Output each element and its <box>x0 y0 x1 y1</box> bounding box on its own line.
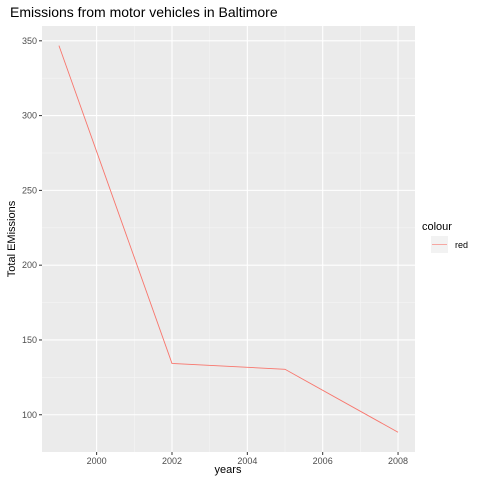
series-layer <box>58 45 399 433</box>
x-tick-label: 2000 <box>87 456 107 466</box>
plot-panel <box>42 26 415 452</box>
y-tick-label: 150 <box>22 335 37 345</box>
x-axis-title: years <box>215 464 242 476</box>
y-tick-label: 200 <box>22 260 37 270</box>
x-tick-label: 2008 <box>388 456 408 466</box>
legend-label-red: red <box>455 240 468 250</box>
legend: colour red <box>422 221 468 253</box>
y-tick-label: 300 <box>22 111 37 121</box>
y-axis: 100 150 200 250 300 350 <box>22 36 42 420</box>
y-tick-label: 250 <box>22 185 37 195</box>
x-tick-label: 2002 <box>162 456 182 466</box>
series-line-red <box>58 45 399 433</box>
y-axis-title: Total EMissions <box>6 200 18 277</box>
minor-gridlines <box>42 26 415 452</box>
y-tick-label: 100 <box>22 410 37 420</box>
chart-title: Emissions from motor vehicles in Baltimo… <box>10 4 278 20</box>
x-tick-label: 2006 <box>313 456 333 466</box>
x-axis: 2000 2002 2004 2006 2008 <box>87 452 408 466</box>
legend-title: colour <box>422 221 452 233</box>
x-tick-label: 2004 <box>237 456 257 466</box>
major-gridlines <box>42 26 415 452</box>
y-tick-label: 350 <box>22 36 37 46</box>
